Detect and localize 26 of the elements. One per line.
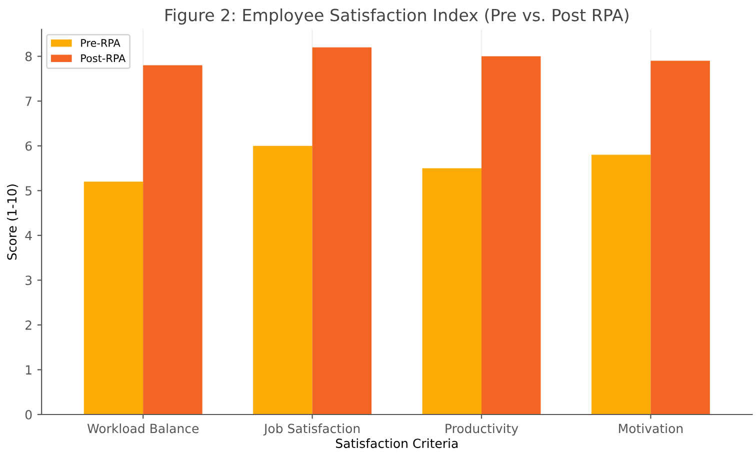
y-axis-title: Score (1-10) <box>6 184 18 260</box>
bar <box>84 182 144 414</box>
bar <box>312 47 372 414</box>
bar <box>253 146 312 414</box>
x-tick-label: Productivity <box>446 424 518 436</box>
bar <box>422 168 482 414</box>
bar <box>482 56 541 414</box>
x-tick-label: Motivation <box>619 424 683 434</box>
bar <box>143 65 202 414</box>
legend-label: Pre-RPA <box>81 39 120 47</box>
y-tick-label: 6 <box>25 141 32 151</box>
x-tick-label: Workload Balance <box>87 424 199 434</box>
bar <box>650 60 710 414</box>
y-tick-label: 7 <box>26 96 32 106</box>
y-tick-label: 0 <box>25 410 32 420</box>
y-tick-label: 3 <box>26 276 32 286</box>
x-tick-label: Job Satisfaction <box>263 424 360 436</box>
y-tick-label: 1 <box>26 365 32 374</box>
y-tick-label: 8 <box>25 52 32 62</box>
bar <box>591 154 651 414</box>
legend-label: Post-RPA <box>81 54 126 62</box>
x-axis-title: Satisfaction Criteria <box>336 438 458 448</box>
y-tick-label: 4 <box>25 231 32 240</box>
y-tick-label: 2 <box>26 320 32 330</box>
y-tick-label: 5 <box>26 186 32 196</box>
chart-title: Figure 2: Employee Satisfaction Index (Pre vs. Post RPA) <box>166 8 628 25</box>
